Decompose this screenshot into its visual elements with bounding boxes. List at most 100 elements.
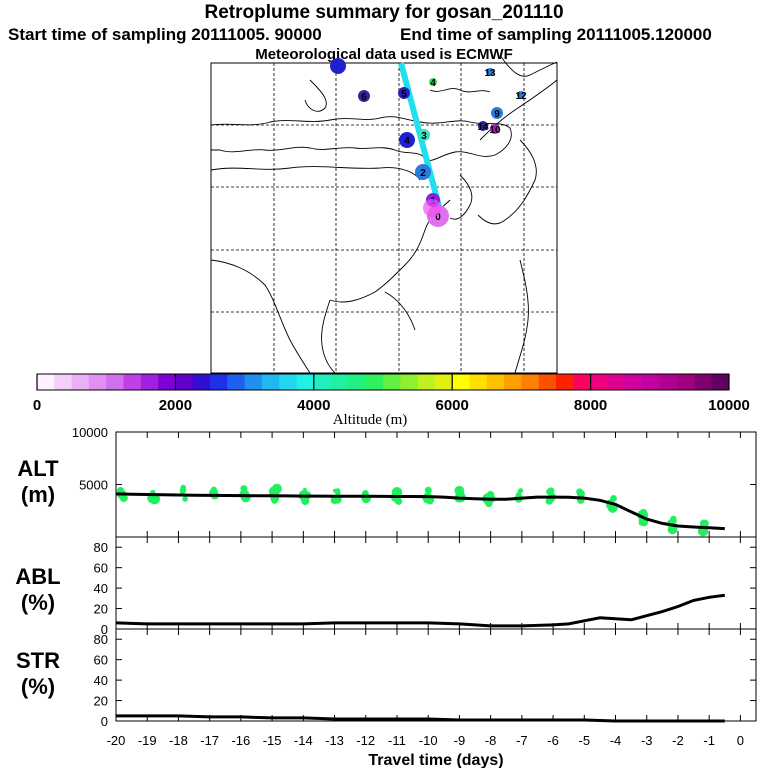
series-line-str (116, 714, 725, 723)
altitude-scatter-point (576, 488, 584, 496)
panel-str: STR(%) 80 60 40 20 0 (16, 628, 757, 729)
track-point (399, 132, 415, 148)
x-tick-label: -15 (263, 733, 282, 748)
x-tick-label: -1 (703, 733, 715, 748)
track-point (478, 121, 488, 131)
altitude-scatter-point (517, 488, 523, 494)
y-tick-label: 0 (101, 714, 108, 729)
colorbar-cell (694, 374, 713, 390)
colorbar-cell (452, 374, 470, 390)
panel-label-unit: (m) (21, 482, 55, 507)
altitude-scatter-point (701, 519, 706, 525)
colorbar-cell (244, 374, 263, 390)
colorbar-cell (54, 374, 73, 390)
panel-label: ABL (15, 564, 60, 589)
y-tick-label: 80 (94, 540, 108, 555)
altitude-scatter-point (182, 496, 188, 502)
track-point-label: 3 (421, 131, 427, 142)
colorbar-cell (642, 374, 661, 390)
colorbar-tick-label: 6000 (436, 397, 469, 414)
colorbar-cell (175, 374, 194, 390)
track-point-label: 4 (430, 78, 436, 89)
x-tick-label: -3 (641, 733, 653, 748)
y-tick-label: 60 (94, 653, 108, 668)
track-point-label: 6 (361, 92, 367, 103)
y-tick-label: 0 (101, 622, 108, 637)
colorbar-cell (625, 374, 643, 390)
x-tick-label: -16 (231, 733, 250, 748)
colorbar: 0 2000 4000 6000 8000 10000 Altitude (m) (33, 373, 750, 428)
series-line-alt (115, 492, 725, 531)
x-tick-label: -5 (579, 733, 591, 748)
colorbar-cell (556, 374, 574, 390)
track-point (491, 107, 503, 119)
colorbar-cell (37, 374, 55, 390)
track-point (418, 129, 430, 141)
colorbar-cell (210, 374, 228, 390)
colorbar-tick-label: 10000 (708, 397, 750, 414)
altitude-scatter-point (485, 499, 493, 508)
altitude-scatter-point (670, 515, 677, 523)
track-point-label: 14 (477, 122, 489, 133)
altitude-scatter-point (610, 494, 617, 502)
colorbar-cell (348, 374, 367, 390)
altitude-scatter-point (302, 487, 307, 492)
met-data-label: Meteorological data used is ECMWF (255, 46, 513, 63)
altitude-scatter-point (363, 497, 368, 502)
track-point (517, 91, 525, 99)
colorbar-cell (383, 374, 401, 390)
start-time-label: Start time of sampling 20111005. 90000 (8, 25, 322, 44)
x-axis-label: Travel time (days) (368, 752, 503, 768)
track-point-label: 5 (401, 89, 407, 100)
track-point (415, 164, 431, 180)
colorbar-cell (469, 374, 488, 390)
y-tick-label: 20 (94, 602, 108, 617)
altitude-scatter-point (454, 485, 465, 496)
colorbar-label: Altitude (m) (333, 412, 408, 428)
panel-label: ALT (17, 456, 59, 481)
panel-label-unit: (%) (21, 590, 55, 615)
colorbar-cell (711, 374, 730, 390)
colorbar-cell (677, 374, 695, 390)
x-tick-label: -18 (169, 733, 188, 748)
x-tick-label: 0 (737, 733, 744, 748)
x-tick-label: -6 (547, 733, 559, 748)
x-tick-label: -7 (516, 733, 528, 748)
altitude-scatter-point (335, 488, 341, 494)
colorbar-cell (261, 374, 280, 390)
map-grid (211, 63, 557, 373)
end-time-label: End time of sampling 20111005.120000 (400, 25, 712, 44)
colorbar-ticks: 0 2000 4000 6000 8000 10000 (33, 374, 750, 414)
colorbar-tick-label: 2000 (159, 397, 192, 414)
line-panels: ALT(m)100005000ABL(%)806040200STR(%)8060… (15, 425, 757, 768)
y-tick-label: 60 (94, 561, 108, 576)
altitude-scatter-point (240, 492, 251, 503)
track-point-label: 12 (515, 91, 527, 102)
x-tick-label: -11 (388, 733, 406, 748)
x-tick-label: -2 (672, 733, 684, 748)
track-point (358, 90, 370, 102)
track-point (398, 87, 410, 99)
colorbar-cell (192, 374, 211, 390)
colorbar-cell (434, 374, 453, 390)
altitude-scatter-point (179, 487, 187, 494)
track-point-label: 4 (404, 136, 410, 147)
colorbar-cell (296, 374, 315, 390)
y-tick-label: 10000 (72, 425, 108, 440)
y-tick-label: 40 (94, 673, 108, 688)
track-points: 01234456910121314 (330, 58, 527, 227)
altitude-scatter-point (268, 486, 280, 497)
y-tick-label: 5000 (79, 478, 108, 493)
x-axis: -20 -19 -18 -17 -16 -15 -14 -13 -12 -11 -10 -9 -8 -7-… (107, 733, 744, 768)
map-panel: 01234456910121314 (210, 54, 558, 374)
colorbar-cell (313, 374, 332, 390)
panel-alt: ALT(m) 10000 5000 (17, 425, 757, 538)
y-tick-label: 20 (94, 694, 108, 709)
x-tick-label: -19 (138, 733, 157, 748)
colorbar-cell (573, 374, 592, 390)
colorbar-cell (365, 374, 384, 390)
track-point-edge (330, 58, 346, 74)
altitude-scatter-point (545, 497, 553, 505)
coastlines (210, 54, 558, 374)
